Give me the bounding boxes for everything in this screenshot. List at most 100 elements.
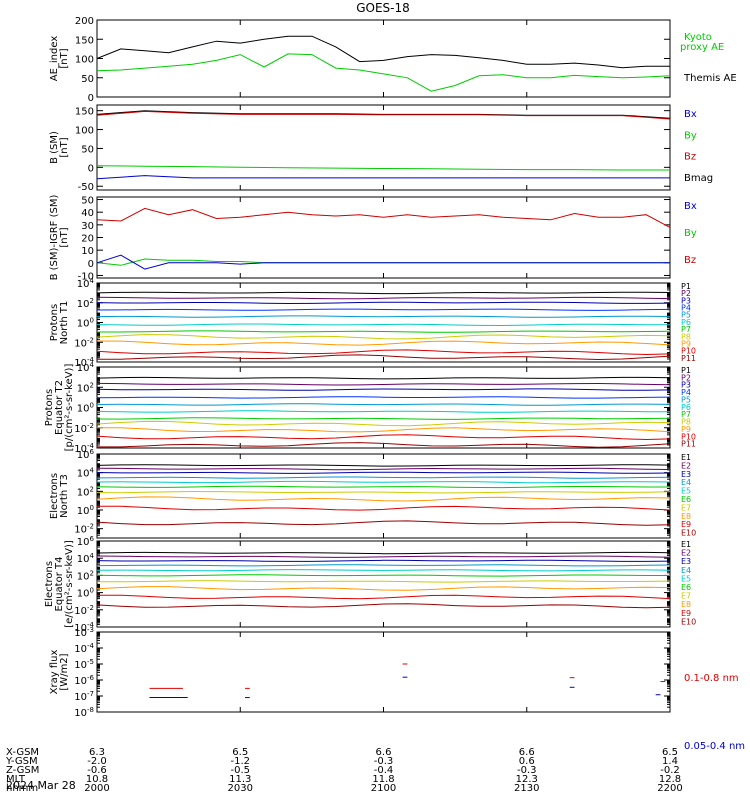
y-tick-label: 106 <box>77 448 95 461</box>
y-tick-label: 10 <box>81 246 94 257</box>
y-axis-label: Xray flux <box>49 650 60 695</box>
x-tick-label: 11.3 <box>229 774 251 785</box>
y-axis-label: Electrons <box>49 473 60 519</box>
channel-line <box>96 301 671 305</box>
y-tick-label: 104 <box>77 361 95 374</box>
y-tick-label: 100 <box>75 55 94 66</box>
channel-line <box>96 480 671 484</box>
legend-label: P7 <box>681 325 691 334</box>
x-tick-label: 2030 <box>228 783 253 794</box>
channel-line <box>97 594 671 600</box>
y-tick-label: 10-7 <box>74 690 94 703</box>
y-tick-label: 10-8 <box>74 706 94 719</box>
panel-frame <box>96 631 671 713</box>
channel-line <box>96 471 671 474</box>
channel-line <box>96 496 671 502</box>
y-tick-label: 10-6 <box>74 674 94 687</box>
legend-label: Themis AE <box>683 73 737 84</box>
legend-label: P9 <box>681 339 691 348</box>
x-tick-label: 1.4 <box>662 756 678 767</box>
y-tick-label: 10-4 <box>74 442 94 455</box>
x-axis-row-label: Y-GSM <box>5 756 38 767</box>
channel-line <box>96 464 671 467</box>
legend-label: P8 <box>681 332 691 341</box>
plot-title: GOES-18 <box>356 1 410 15</box>
legend-label: P1 <box>681 282 691 291</box>
y-tick-label: 10-2 <box>74 523 94 536</box>
x-tick-label: 6.3 <box>89 747 105 758</box>
y-axis-label: [nT] <box>59 137 70 157</box>
legend-label: P5 <box>681 311 691 320</box>
y-tick-label: 0 <box>88 93 94 104</box>
legend-label: P5 <box>681 395 691 404</box>
y-tick-label: 106 <box>77 535 95 548</box>
legend-label: E1 <box>681 453 691 462</box>
legend-label: Bmag <box>684 173 713 184</box>
y-tick-label: 104 <box>77 277 95 290</box>
legend-label: E6 <box>681 495 691 504</box>
series-line <box>96 165 670 171</box>
y-tick-label: 100 <box>77 402 94 415</box>
y-axis-label: [nT] <box>59 48 70 68</box>
y-tick-label: 104 <box>77 552 95 565</box>
legend-label: P6 <box>681 403 691 412</box>
y-axis-label: [nT] <box>59 227 70 247</box>
x-tick-label: 2000 <box>84 783 109 794</box>
x-tick-label: 12.8 <box>659 774 681 785</box>
channel-line <box>96 476 671 479</box>
y-tick-label: 0 <box>88 163 94 174</box>
y-axis-label: Equator T2 <box>54 380 65 435</box>
legend-label: E4 <box>681 566 691 575</box>
channel-line <box>96 323 670 327</box>
legend-label: P8 <box>681 418 691 427</box>
legend-label: E9 <box>681 609 691 618</box>
x-tick-label: -0.3 <box>517 765 537 776</box>
y-tick-label: 10-5 <box>74 658 94 671</box>
channel-line <box>96 564 671 567</box>
legend-label: Bz <box>684 152 696 163</box>
x-tick-label: 6.5 <box>232 747 248 758</box>
legend-label: proxy AE <box>680 42 724 53</box>
legend-label: By <box>684 130 697 141</box>
legend-label: E1 <box>681 540 691 549</box>
channel-line <box>96 296 671 300</box>
channel-line <box>96 559 671 562</box>
channel-line <box>96 603 671 609</box>
x-axis-row-label: MLT <box>6 774 26 785</box>
channel-line <box>96 555 671 558</box>
legend-label: P2 <box>681 289 691 298</box>
x-tick-label: 2130 <box>514 783 539 794</box>
x-tick-label: -2.0 <box>87 756 107 767</box>
channel-line <box>96 291 671 295</box>
y-axis-label: B (SM)-IGRF (SM) <box>49 195 60 281</box>
y-tick-label: 102 <box>77 569 94 582</box>
legend-label: P6 <box>681 318 691 327</box>
legend-label: P9 <box>681 425 691 434</box>
y-tick-label: 50 <box>81 74 94 85</box>
channel-line <box>96 485 670 489</box>
x-tick-label: -0.2 <box>660 765 680 776</box>
y-axis-label: B (SM) <box>49 131 60 164</box>
y-axis-label: [e/(cm²-s-sr-keV)] <box>64 540 75 628</box>
channel-line <box>96 417 671 420</box>
legend-label: E3 <box>681 557 691 566</box>
x-tick-label: 2200 <box>657 783 682 794</box>
x-axis-row-label: X-GSM <box>6 747 39 758</box>
channel-line <box>96 551 671 555</box>
y-tick-label: 200 <box>75 16 94 27</box>
y-tick-label: 100 <box>75 126 94 137</box>
x-tick-label: 12.3 <box>516 774 538 785</box>
y-tick-label: 102 <box>77 381 94 394</box>
y-tick-label: 100 <box>77 587 94 600</box>
y-tick-label: -10 <box>78 271 94 282</box>
y-tick-label: 10-4 <box>74 621 94 634</box>
x-tick-label: 6.6 <box>519 747 535 758</box>
legend-label: P4 <box>681 304 691 313</box>
y-tick-label: 150 <box>75 35 94 46</box>
channel-line <box>96 334 671 340</box>
y-tick-label: 50 <box>81 196 94 207</box>
legend-label: E7 <box>681 592 691 601</box>
legend-label: P11 <box>681 440 696 449</box>
legend-label: P1 <box>681 366 691 375</box>
x-tick-label: 2100 <box>371 783 396 794</box>
